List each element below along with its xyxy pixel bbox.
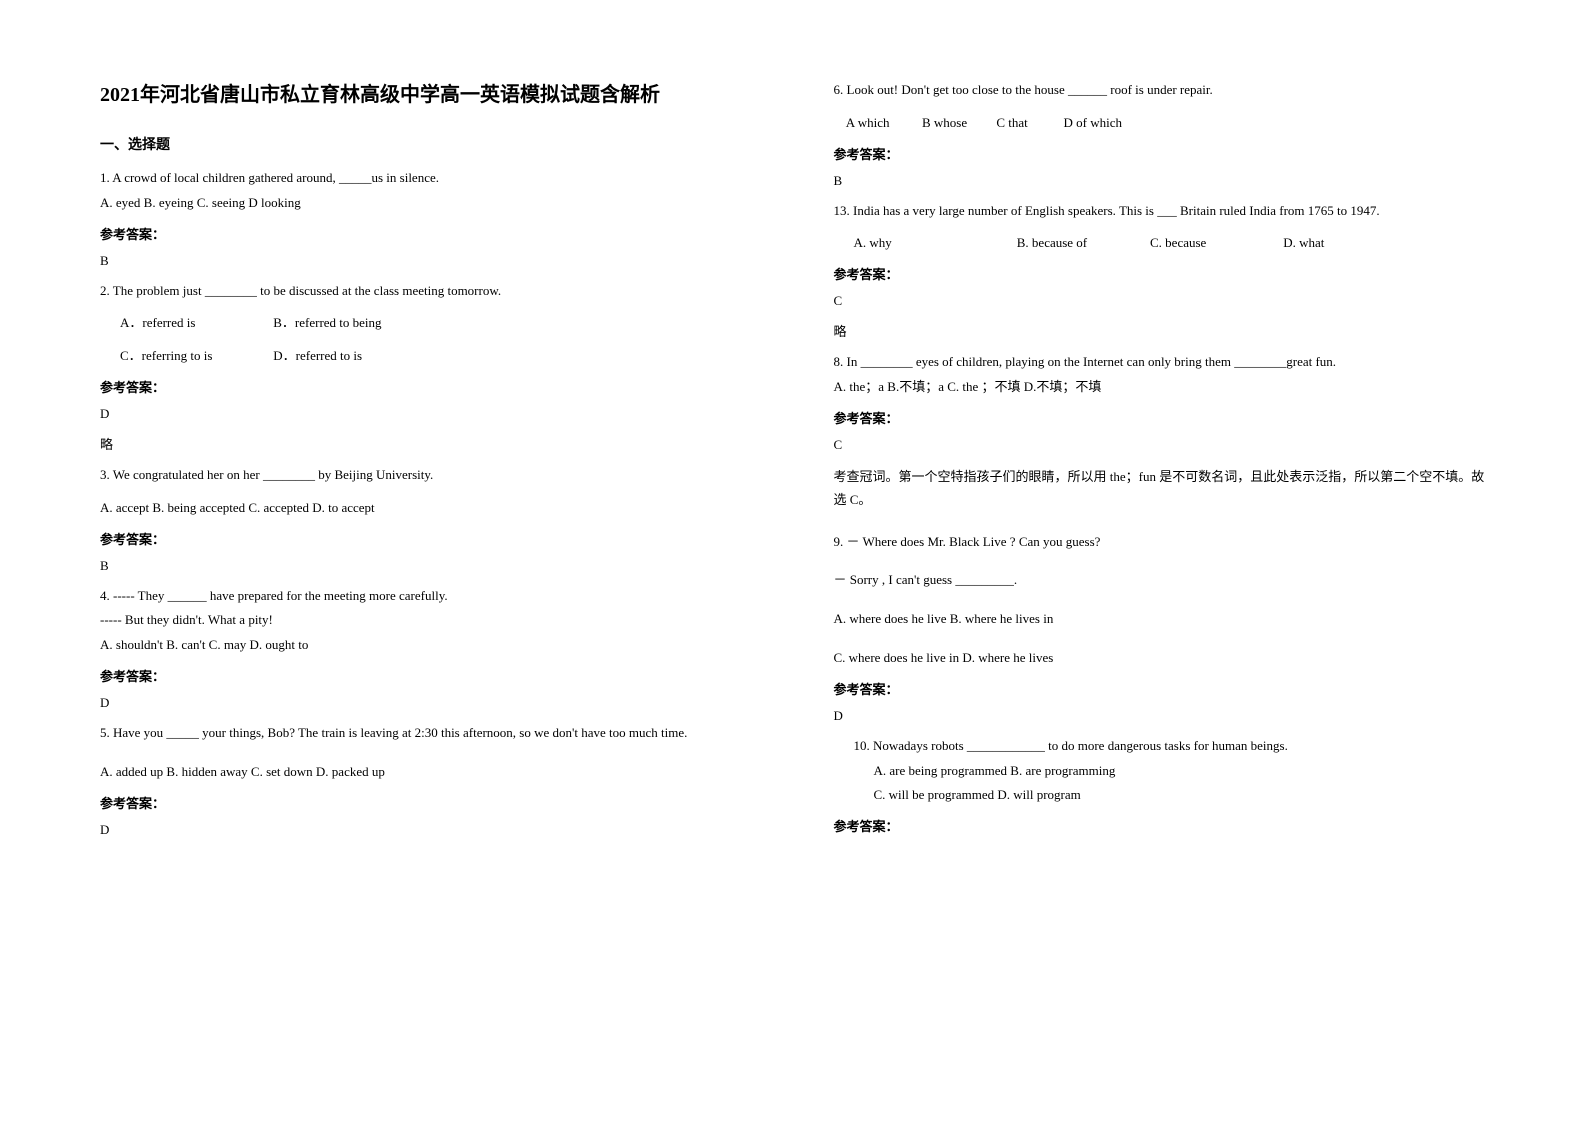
- q5-text: 5. Have you _____ your things, Bob? The …: [100, 723, 754, 744]
- answer-label: 参考答案：: [100, 529, 754, 548]
- q4-answer: D: [100, 695, 754, 711]
- answer-label: 参考答案：: [834, 679, 1488, 698]
- answer-label: 参考答案：: [834, 408, 1488, 427]
- q5-answer: D: [100, 822, 754, 838]
- q6-answer: B: [834, 173, 1488, 189]
- q2-opt-a: A．referred is: [120, 313, 270, 334]
- answer-label: 参考答案：: [834, 816, 1488, 835]
- q8-options: A. the；a B.不填；a C. the ；不填 D.不填；不填: [834, 377, 1488, 398]
- answer-label: 参考答案：: [100, 224, 754, 243]
- q6-text: 6. Look out! Don't get too close to the …: [834, 80, 1488, 101]
- q8-answer: C: [834, 437, 1488, 453]
- answer-label: 参考答案：: [100, 666, 754, 685]
- q2-opt-d: D．referred to is: [273, 348, 362, 363]
- q2-answer: D: [100, 406, 754, 422]
- q2-opt-b: B．referred to being: [273, 315, 381, 330]
- q3-text: 3. We congratulated her on her ________ …: [100, 465, 754, 486]
- q10-options1: A. are being programmed B. are programmi…: [834, 761, 1488, 782]
- q4-text2: ----- But they didn't. What a pity!: [100, 610, 754, 631]
- q7-opt-d: D. what: [1283, 235, 1324, 250]
- q7-opt-b: B. because of: [1017, 233, 1147, 254]
- q9-options1: A. where does he live B. where he lives …: [834, 609, 1488, 630]
- q9-text2: － Sorry , I can't guess _________.: [834, 570, 1488, 591]
- answer-label: 参考答案：: [100, 793, 754, 812]
- q3-options: A. accept B. being accepted C. accepted …: [100, 498, 754, 519]
- q1-options: A. eyed B. eyeing C. seeing D looking: [100, 193, 754, 214]
- q1-answer: B: [100, 253, 754, 269]
- left-column: 2021年河北省唐山市私立育林高级中学高一英语模拟试题含解析 一、选择题 1. …: [100, 80, 754, 1082]
- q9-answer: D: [834, 708, 1488, 724]
- q2-options-row1: A．referred is B．referred to being: [100, 313, 754, 334]
- q7-note: 略: [834, 321, 1488, 340]
- q9-text: 9. － Where does Mr. Black Live ? Can you…: [834, 532, 1488, 553]
- section-header: 一、选择题: [100, 134, 754, 154]
- q3-answer: B: [100, 558, 754, 574]
- q2-text: 2. The problem just ________ to be discu…: [100, 281, 754, 302]
- q7-answer: C: [834, 293, 1488, 309]
- answer-label: 参考答案：: [834, 144, 1488, 163]
- q10-text: 10. Nowadays robots ____________ to do m…: [834, 736, 1488, 757]
- q1-text: 1. A crowd of local children gathered ar…: [100, 168, 754, 189]
- q7-options: A. why B. because of C. because D. what: [834, 233, 1488, 254]
- q10-options2: C. will be programmed D. will program: [834, 785, 1488, 806]
- q9-options2: C. where does he live in D. where he liv…: [834, 648, 1488, 669]
- q6-options: A which B whose C that D of which: [834, 113, 1488, 134]
- q7-text: 13. India has a very large number of Eng…: [834, 201, 1488, 222]
- q7-opt-c: C. because: [1150, 233, 1280, 254]
- answer-label: 参考答案：: [834, 264, 1488, 283]
- q2-options-row2: C．referring to is D．referred to is: [100, 346, 754, 367]
- answer-label: 参考答案：: [100, 377, 754, 396]
- q8-explanation: 考查冠词。第一个空特指孩子们的眼睛，所以用 the；fun 是不可数名词，且此处…: [834, 465, 1488, 512]
- q5-options: A. added up B. hidden away C. set down D…: [100, 762, 754, 783]
- document-title: 2021年河北省唐山市私立育林高级中学高一英语模拟试题含解析: [100, 80, 754, 110]
- q2-opt-c: C．referring to is: [120, 346, 270, 367]
- right-column: 6. Look out! Don't get too close to the …: [834, 80, 1488, 1082]
- q8-text: 8. In ________ eyes of children, playing…: [834, 352, 1488, 373]
- q4-text: 4. ----- They ______ have prepared for t…: [100, 586, 754, 607]
- q7-opt-a: A. why: [854, 233, 1014, 254]
- q4-options: A. shouldn't B. can't C. may D. ought to: [100, 635, 754, 656]
- q2-note: 略: [100, 434, 754, 453]
